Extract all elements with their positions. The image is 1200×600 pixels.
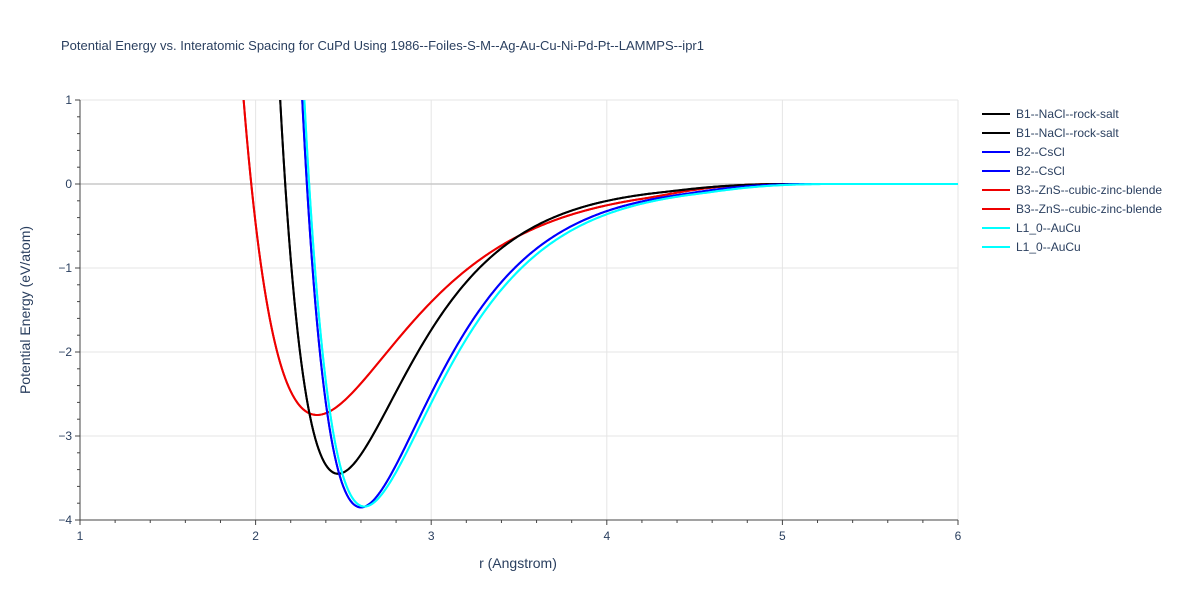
legend-label: L1_0--AuCu [1016, 221, 1081, 235]
series-line-2 [301, 100, 958, 509]
y-tick-label: −1 [58, 261, 72, 275]
y-axis: −4 −3 −2 −1 0 1 [58, 93, 81, 527]
legend: B1--NaCl--rock-salt B1--NaCl--rock-salt B2… [982, 107, 1162, 254]
legend-label: B3--ZnS--cubic-zinc-blende [1016, 202, 1162, 216]
chart-title: Potential Energy vs. Interatomic Spacing… [61, 38, 704, 53]
y-axis-title: Potential Energy (eV/atom) [17, 226, 33, 394]
x-axis: 1 2 3 4 5 6 [77, 519, 962, 543]
legend-label: B1--NaCl--rock-salt [1016, 126, 1119, 140]
x-tick-label: 6 [955, 529, 962, 543]
series-line-3 [301, 100, 958, 509]
y-tick-label: −4 [58, 513, 72, 527]
x-tick-label: 4 [603, 529, 610, 543]
grid [80, 99, 959, 521]
y-tick-label: 0 [65, 177, 72, 191]
y-tick-label: −2 [58, 345, 72, 359]
series-line-7 [303, 100, 958, 508]
series-layer [242, 100, 958, 509]
x-tick-label: 2 [252, 529, 259, 543]
legend-label: B2--CsCl [1016, 164, 1065, 178]
x-axis-title: r (Angstrom) [479, 555, 557, 571]
legend-label: L1_0--AuCu [1016, 240, 1081, 254]
y-tick-label: −3 [58, 429, 72, 443]
series-line-6 [303, 100, 958, 508]
legend-label: B3--ZnS--cubic-zinc-blende [1016, 183, 1162, 197]
series-line-0 [279, 100, 958, 475]
legend-label: B1--NaCl--rock-salt [1016, 107, 1119, 121]
y-tick-label: 1 [65, 93, 72, 107]
x-tick-label: 3 [428, 529, 435, 543]
x-tick-label: 1 [77, 529, 84, 543]
series-line-1 [279, 100, 958, 475]
legend-label: B2--CsCl [1016, 145, 1065, 159]
x-tick-label: 5 [779, 529, 786, 543]
